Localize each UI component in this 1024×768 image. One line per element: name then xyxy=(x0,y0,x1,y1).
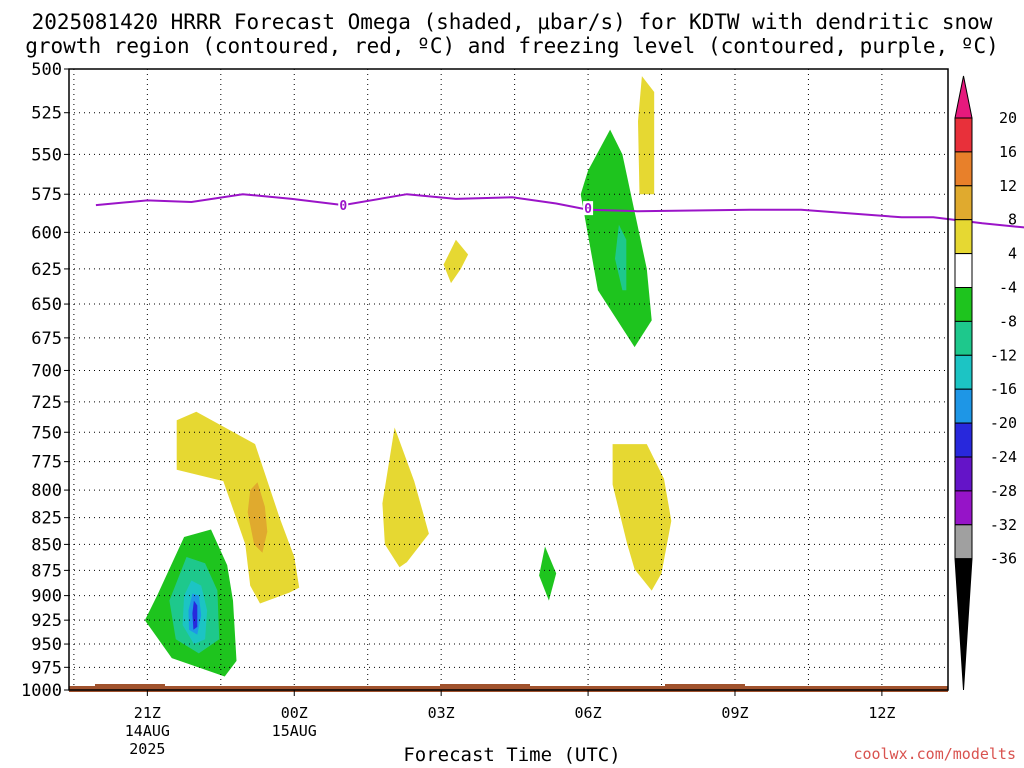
x-tick-date: 14AUG xyxy=(125,722,170,740)
colorbar-label: 12 xyxy=(999,177,1017,195)
x-axis-title: Forecast Time (UTC) xyxy=(403,744,621,766)
omega-region-9 xyxy=(580,129,652,348)
omega-region-6 xyxy=(247,482,268,553)
colorbar-label: -24 xyxy=(990,448,1017,466)
x-tick-year: 2025 xyxy=(129,740,165,758)
colorbar-segment xyxy=(954,185,973,221)
colorbar-segment xyxy=(954,287,973,322)
omega-region-7 xyxy=(382,427,429,568)
x-tick-date: 15AUG xyxy=(272,722,317,740)
x-tick-label: 03Z xyxy=(428,704,455,722)
colorbar-label: 8 xyxy=(1008,211,1017,229)
freezing-level-line xyxy=(95,193,1024,229)
colorbar-segment xyxy=(954,456,973,492)
y-tick-label: 900 xyxy=(31,587,62,607)
y-tick-label: 625 xyxy=(31,260,62,280)
colorbar-label: -20 xyxy=(990,414,1017,432)
colorbar-segment xyxy=(954,219,973,255)
colorbar-arrow-bottom xyxy=(954,558,973,691)
y-tick-label: 700 xyxy=(31,361,62,381)
colorbar-segment xyxy=(954,151,973,187)
y-tick-label: 775 xyxy=(31,453,62,473)
terrain-band xyxy=(69,686,948,692)
colorbar-segment xyxy=(954,388,973,424)
y-tick-label: 600 xyxy=(31,223,62,243)
x-tick-label: 06Z xyxy=(575,704,602,722)
omega-region-5 xyxy=(176,411,300,604)
y-tick-label: 850 xyxy=(31,535,62,555)
omega-region-11 xyxy=(638,76,655,195)
y-tick-label: 750 xyxy=(31,423,62,443)
colorbar-segment xyxy=(954,320,973,356)
omega-region-4 xyxy=(192,600,198,630)
colorbar-label: 20 xyxy=(999,109,1017,127)
omega-region-10 xyxy=(615,224,627,291)
y-tick-label: 575 xyxy=(31,185,62,205)
y-tick-label: 975 xyxy=(31,658,62,678)
colorbar-arrow-top xyxy=(954,75,973,119)
freezing-label-bg xyxy=(338,198,349,213)
freezing-label-bg xyxy=(583,201,594,216)
colorbar-segment xyxy=(954,117,973,153)
x-tick-label: 00Z xyxy=(281,704,308,722)
y-tick-label: 825 xyxy=(31,509,62,529)
colorbar-segment xyxy=(954,524,973,560)
y-tick-label: 675 xyxy=(31,329,62,349)
colorbar-label: -32 xyxy=(990,516,1017,534)
colorbar-label: 4 xyxy=(1008,245,1017,263)
colorbar-label: -8 xyxy=(999,312,1017,330)
y-tick-label: 1000 xyxy=(21,681,62,701)
x-tick-label: 09Z xyxy=(721,704,748,722)
terrain-bump xyxy=(95,684,165,688)
colorbar-segment xyxy=(954,354,973,390)
y-tick-label: 875 xyxy=(31,561,62,581)
omega-region-13 xyxy=(539,546,557,601)
colorbar-label: 16 xyxy=(999,143,1017,161)
y-tick-label: 550 xyxy=(31,145,62,165)
colorbar-segment xyxy=(954,490,973,526)
y-tick-label: 500 xyxy=(31,60,62,80)
y-tick-label: 950 xyxy=(31,635,62,655)
colorbar-label: -16 xyxy=(990,380,1017,398)
colorbar-label: -28 xyxy=(990,482,1017,500)
colorbar-segment xyxy=(954,253,973,289)
freezing-level-label: 0 xyxy=(339,199,347,214)
colorbar-label: -36 xyxy=(990,550,1017,568)
plot-frame xyxy=(68,68,949,691)
omega-region-8 xyxy=(443,239,469,284)
credit-text: coolwx.com/modelts xyxy=(853,745,1016,763)
y-tick-label: 525 xyxy=(31,104,62,124)
x-tick-label: 12Z xyxy=(868,704,895,722)
omega-region-12 xyxy=(612,444,672,591)
y-tick-label: 725 xyxy=(31,393,62,413)
terrain-bump xyxy=(440,684,530,687)
chart-title-line1: 2025081420 HRRR Forecast Omega (shaded, … xyxy=(31,10,993,34)
y-tick-label: 650 xyxy=(31,295,62,315)
chart-title-line2: growth region (contoured, red, ºC) and f… xyxy=(25,34,999,58)
terrain-bump xyxy=(665,684,745,687)
colorbar-label: -12 xyxy=(990,346,1017,364)
x-tick-label: 21Z xyxy=(134,704,161,722)
y-tick-label: 800 xyxy=(31,481,62,501)
colorbar-label: -4 xyxy=(999,279,1017,297)
y-tick-label: 925 xyxy=(31,611,62,631)
freezing-level-label: 0 xyxy=(584,202,592,217)
colorbar-segment xyxy=(954,422,973,458)
